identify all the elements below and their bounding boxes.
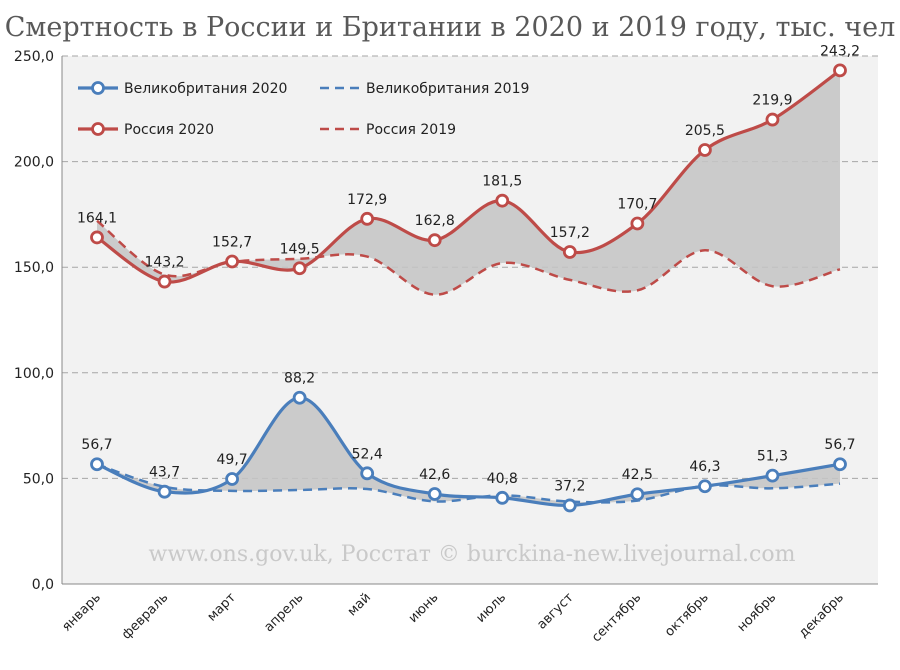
legend-label: Великобритания 2020 (124, 81, 287, 97)
legend-marker (91, 122, 105, 136)
data-point (90, 230, 104, 245)
x-tick-label: март (205, 590, 240, 625)
x-tick-label: декабрь (796, 590, 847, 641)
y-tick-label: 100,0 (14, 366, 54, 382)
data-label: 162,8 (415, 213, 455, 229)
y-tick-label: 150,0 (14, 260, 54, 276)
data-point (360, 466, 375, 481)
data-label: 56,7 (824, 437, 855, 453)
data-label: 152,7 (212, 234, 252, 250)
x-tick-label: февраль (119, 590, 171, 642)
data-label: 149,5 (280, 241, 320, 257)
data-label: 37,2 (554, 478, 585, 494)
x-axis: январь февраль март апрель май июнь июль август… (59, 590, 846, 645)
x-tick-label: ноябрь (735, 590, 780, 635)
data-label: 43,7 (149, 465, 180, 481)
difference-fill (97, 397, 840, 506)
data-label: 181,5 (482, 174, 522, 190)
legend-label: Великобритания 2019 (366, 81, 529, 97)
data-point (292, 390, 307, 405)
x-tick-label: апрель (261, 590, 306, 635)
x-tick-label: сентябрь (589, 590, 644, 645)
data-point (765, 468, 780, 483)
data-label: 243,2 (820, 43, 860, 59)
x-tick-label: январь (59, 590, 103, 634)
difference-fills (97, 70, 840, 506)
data-point (495, 193, 510, 208)
data-point (765, 112, 780, 127)
watermark: www.ons.gov.uk, Росстат © burckina-new.l… (149, 542, 796, 567)
data-label: 143,2 (144, 255, 184, 271)
data-point (225, 254, 239, 269)
x-tick-label: май (345, 590, 374, 619)
legend-label: Россия 2020 (124, 122, 214, 138)
legend-label: Россия 2019 (366, 122, 456, 138)
data-point (427, 487, 442, 501)
x-tick-label: июнь (406, 590, 442, 626)
data-label: 49,7 (217, 452, 248, 468)
data-label: 40,8 (487, 471, 518, 487)
data-label: 219,9 (752, 93, 792, 109)
y-axis: 0,0 50,0 100,0 150,0 200,0 250,0 (14, 49, 878, 593)
x-tick-label: август (534, 590, 577, 633)
series-markers (90, 63, 847, 513)
data-point (698, 143, 712, 157)
data-label: 157,2 (550, 225, 590, 241)
data-label: 42,5 (622, 467, 653, 483)
data-label: 56,7 (81, 437, 112, 453)
data-point (698, 479, 712, 494)
difference-fill (97, 70, 840, 295)
data-label: 170,7 (617, 196, 657, 212)
x-tick-label: октябрь (662, 590, 712, 640)
y-tick-label: 250,0 (14, 49, 54, 65)
legend-marker (91, 81, 105, 95)
data-label: 205,5 (685, 123, 725, 139)
data-point (562, 498, 577, 513)
data-label: 52,4 (352, 446, 383, 462)
data-point (90, 457, 104, 472)
data-point (833, 457, 847, 472)
legend: Великобритания 2020 Великобритания 2019 Ро… (78, 81, 529, 138)
data-point (157, 274, 172, 289)
y-tick-label: 50,0 (23, 471, 54, 487)
data-label: 172,9 (347, 192, 387, 208)
data-point (360, 211, 375, 226)
series-line (96, 219, 841, 296)
data-point (833, 63, 847, 78)
data-point (562, 245, 577, 259)
data-labels: 56,7 43,7 49,7 88,2 52,4 42,6 40,8 37,2 42,5 46,3… (77, 43, 860, 494)
y-tick-label: 200,0 (14, 155, 54, 171)
data-label: 88,2 (284, 371, 315, 387)
data-point (292, 261, 307, 276)
data-label: 42,6 (419, 467, 450, 483)
y-tick-label: 0,0 (32, 577, 54, 593)
data-label: 164,1 (77, 210, 117, 226)
data-label: 46,3 (689, 459, 720, 475)
data-point (495, 490, 510, 505)
data-point (225, 472, 239, 486)
data-point (157, 484, 172, 499)
data-label: 51,3 (757, 449, 788, 465)
x-tick-label: июль (473, 590, 509, 626)
chart-title: Смертность в России и Британии в 2020 и … (5, 12, 896, 43)
data-point (427, 233, 442, 248)
data-point (630, 216, 645, 231)
data-point (630, 487, 645, 502)
